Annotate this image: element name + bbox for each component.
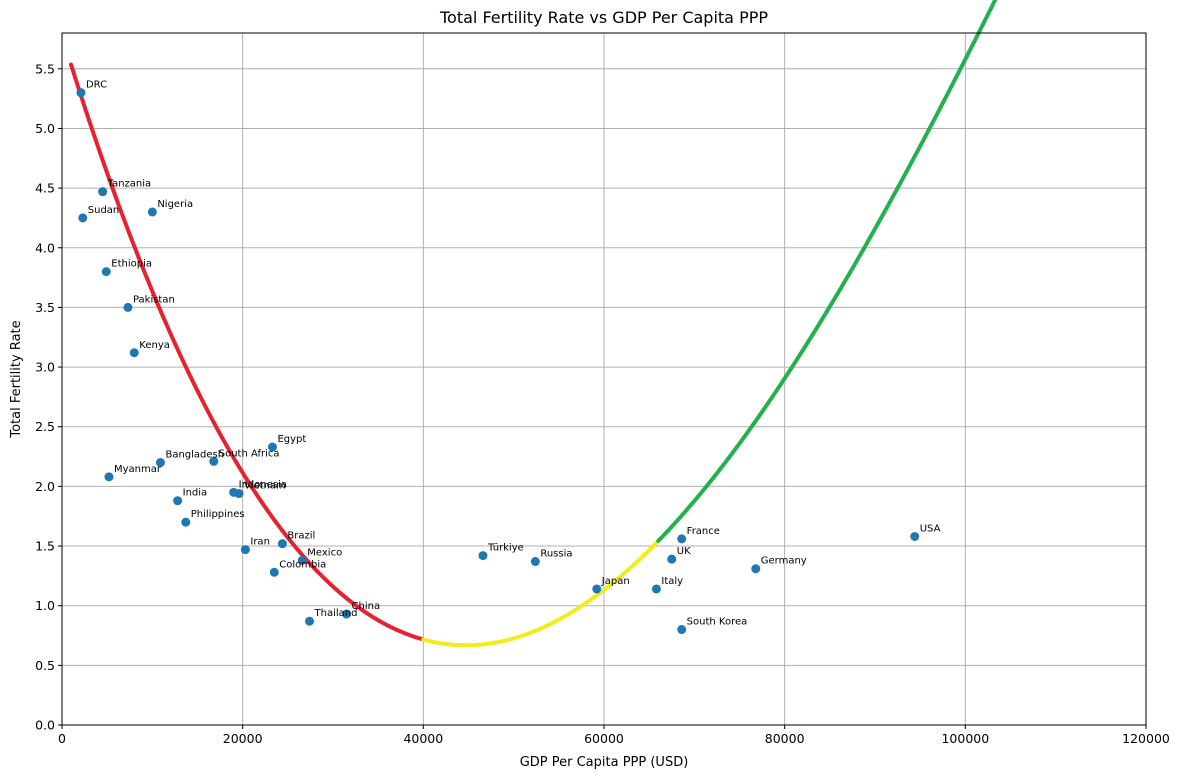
x-tick-label: 40000 <box>403 731 443 746</box>
point-label: Brazil <box>287 531 315 542</box>
x-tick-label: 60000 <box>584 731 624 746</box>
point-labels: DRC Tanzania Sudan Nigeria Ethiopia Pakistan K… <box>86 80 941 628</box>
point-label: Colombia <box>279 559 326 570</box>
data-point <box>104 472 114 482</box>
point-label: China <box>352 601 381 612</box>
data-point <box>269 567 279 577</box>
data-point <box>530 557 540 567</box>
data-point <box>342 609 352 619</box>
y-axis-ticks: 0.0 0.5 1.0 1.5 2.0 2.5 3.0 3.5 4.0 4.5 5.0 5.5 <box>35 61 62 733</box>
point-label: UK <box>677 546 691 557</box>
x-axis-label: GDP Per Capita PPP (USD) <box>520 755 689 770</box>
point-label: Kenya <box>139 340 170 351</box>
point-label: Pakistan <box>133 294 175 305</box>
data-point <box>240 545 250 555</box>
data-point <box>129 348 139 358</box>
data-point <box>677 625 687 635</box>
y-tick-label: 1.0 <box>35 598 55 613</box>
data-point <box>751 564 761 574</box>
y-tick-label: 0.5 <box>35 658 55 673</box>
x-tick-label: 20000 <box>223 731 263 746</box>
x-tick-label: 80000 <box>765 731 805 746</box>
point-label: Mexico <box>307 547 342 558</box>
x-axis-ticks: 0 20000 40000 60000 80000 100000 120000 <box>58 725 1170 746</box>
point-label: India <box>183 488 208 499</box>
point-label: Myanmar <box>114 464 162 475</box>
y-tick-label: 3.0 <box>35 360 55 375</box>
data-point <box>147 207 157 217</box>
point-label: Indonesia <box>239 479 287 490</box>
trend-curve <box>69 0 998 648</box>
point-label: Tanzania <box>107 179 152 190</box>
point-label: South Korea <box>687 617 748 628</box>
trend-segment <box>421 538 661 648</box>
point-label: Sudan <box>88 205 120 216</box>
point-label: France <box>687 526 720 537</box>
point-label: Vietnam <box>244 481 286 492</box>
data-point <box>267 442 277 452</box>
point-label: Bangladesh <box>165 450 224 461</box>
data-point <box>101 267 111 277</box>
point-label: Iran <box>250 537 270 548</box>
data-point <box>181 517 191 527</box>
trend-segment <box>69 62 426 642</box>
point-label: Nigeria <box>157 199 193 210</box>
data-point <box>234 489 244 499</box>
data-points <box>76 88 920 635</box>
y-tick-label: 4.0 <box>35 240 55 255</box>
y-tick-label: 2.5 <box>35 419 55 434</box>
data-point <box>910 531 920 541</box>
y-tick-label: 4.5 <box>35 181 55 196</box>
y-tick-label: 2.0 <box>35 479 55 494</box>
point-label: Russia <box>540 549 572 560</box>
y-tick-label: 0.0 <box>35 718 55 733</box>
data-point <box>305 616 315 626</box>
data-point <box>297 555 307 565</box>
data-point <box>667 554 677 564</box>
point-label: Germany <box>761 556 807 567</box>
y-tick-label: 5.0 <box>35 121 55 136</box>
point-label: Japan <box>601 576 630 587</box>
data-point <box>123 302 133 312</box>
chart-title: Total Fertility Rate vs GDP Per Capita P… <box>439 8 768 27</box>
x-tick-label: 0 <box>58 731 66 746</box>
data-point <box>651 584 661 594</box>
data-point <box>76 88 86 98</box>
point-label: Türkiye <box>487 543 524 554</box>
data-point <box>209 456 219 466</box>
data-point <box>98 187 108 197</box>
data-point <box>677 534 687 544</box>
point-label: USA <box>920 523 941 534</box>
y-axis-label: Total Fertility Rate <box>9 320 24 438</box>
y-tick-label: 3.5 <box>35 300 55 315</box>
data-point <box>277 539 287 549</box>
point-label: Italy <box>661 576 683 587</box>
trend-segment <box>656 0 998 543</box>
x-tick-label: 120000 <box>1122 731 1170 746</box>
data-point <box>478 551 488 561</box>
data-point <box>592 584 602 594</box>
data-point <box>78 213 88 223</box>
point-label: South Africa <box>219 448 280 459</box>
point-label: Philippines <box>191 509 245 520</box>
data-point <box>155 458 165 468</box>
y-tick-label: 5.5 <box>35 61 55 76</box>
point-label: DRC <box>86 80 107 91</box>
data-point <box>173 496 183 506</box>
y-tick-label: 1.5 <box>35 539 55 554</box>
point-label: Egypt <box>277 434 306 445</box>
point-label: Thailand <box>314 608 358 619</box>
x-tick-label: 100000 <box>941 731 989 746</box>
point-label: Ethiopia <box>111 259 152 270</box>
grid-lines <box>61 33 1147 726</box>
